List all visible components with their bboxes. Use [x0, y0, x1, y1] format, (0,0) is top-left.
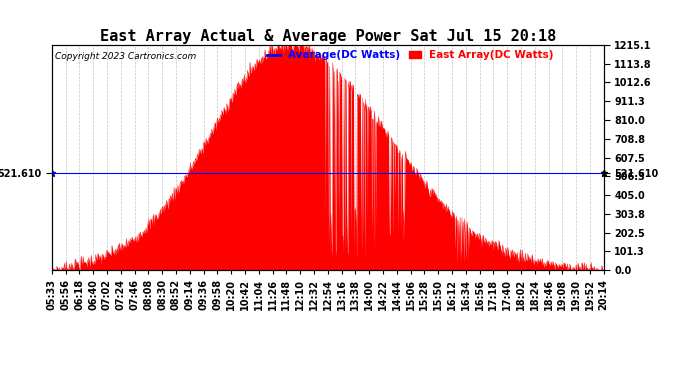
Title: East Array Actual & Average Power Sat Jul 15 20:18: East Array Actual & Average Power Sat Ju…: [99, 29, 556, 44]
Legend: Average(DC Watts), East Array(DC Watts): Average(DC Watts), East Array(DC Watts): [267, 50, 554, 60]
Text: Copyright 2023 Cartronics.com: Copyright 2023 Cartronics.com: [55, 52, 196, 61]
